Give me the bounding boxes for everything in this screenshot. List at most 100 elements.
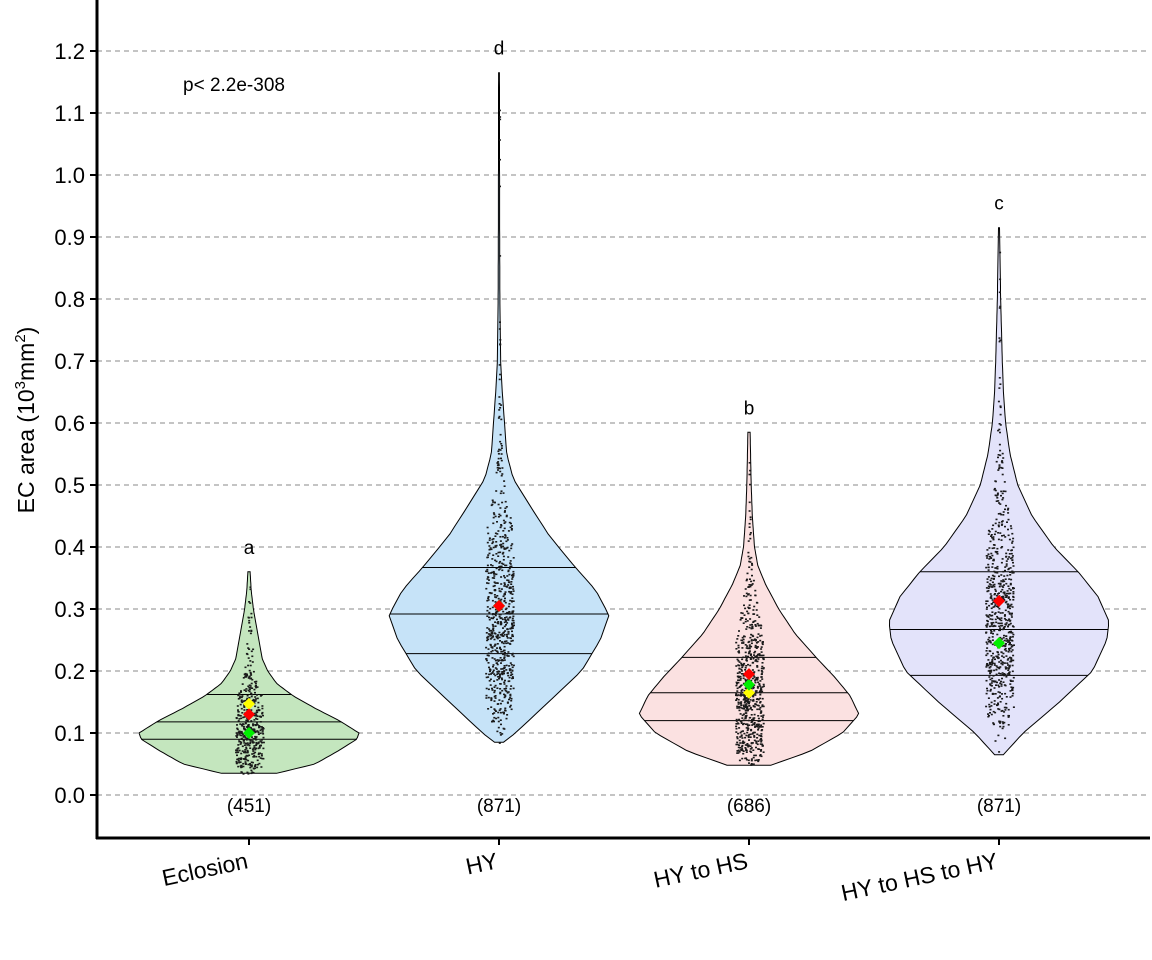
data-point [498, 675, 501, 677]
data-point [252, 738, 255, 740]
data-point [741, 714, 744, 717]
data-point [749, 699, 752, 701]
data-point [1006, 662, 1009, 664]
data-point [1007, 568, 1010, 571]
data-point [737, 679, 740, 681]
data-point [491, 599, 494, 602]
data-point [998, 466, 1001, 468]
data-point [1010, 650, 1013, 653]
data-point [494, 621, 497, 623]
data-point [992, 584, 995, 586]
data-point [245, 748, 248, 750]
data-point [485, 687, 488, 690]
data-point [247, 689, 250, 692]
data-point [1002, 457, 1005, 459]
data-point [994, 693, 997, 695]
data-point [494, 515, 497, 518]
data-point [254, 764, 257, 766]
data-point [511, 611, 514, 614]
data-point [748, 462, 751, 464]
data-point [735, 723, 738, 725]
data-point [748, 501, 751, 504]
data-point [241, 695, 244, 697]
data-point [997, 691, 1000, 693]
data-point [496, 467, 499, 469]
data-point [760, 689, 762, 691]
data-point [252, 772, 255, 774]
data-point [1005, 622, 1008, 624]
data-point [1009, 589, 1012, 591]
data-point [498, 565, 501, 568]
data-point [1000, 490, 1003, 493]
data-point [986, 606, 988, 609]
data-point [736, 705, 739, 708]
data-point [498, 636, 501, 639]
data-point [503, 480, 506, 482]
data-point [745, 647, 748, 649]
data-point [254, 691, 256, 694]
y-tick-label: 0.6 [54, 411, 85, 436]
y-axis-label-sup1: 3 [12, 381, 29, 389]
data-point [508, 680, 511, 682]
data-point [254, 682, 257, 685]
data-point [1006, 592, 1008, 595]
data-point [743, 595, 745, 597]
data-point [1000, 494, 1002, 497]
data-point [1011, 680, 1014, 682]
data-point [486, 576, 489, 578]
data-point [254, 738, 257, 741]
data-point [757, 727, 760, 729]
data-point [488, 579, 490, 581]
data-point [238, 761, 241, 764]
data-point [496, 521, 498, 523]
data-point [247, 616, 250, 619]
data-point [255, 680, 258, 683]
data-point [506, 635, 508, 638]
data-point [1010, 578, 1013, 581]
data-point [1010, 549, 1013, 552]
data-point [1012, 595, 1015, 598]
data-point [511, 578, 514, 580]
data-point [261, 712, 264, 715]
data-point [257, 701, 260, 704]
data-point [1007, 585, 1010, 587]
data-point [759, 701, 762, 703]
data-point [1005, 565, 1008, 567]
data-point [1005, 650, 1008, 652]
data-point [252, 723, 255, 726]
data-point [505, 642, 508, 645]
data-point [505, 664, 508, 667]
data-point [989, 663, 991, 665]
data-point [998, 291, 1001, 294]
data-point [759, 697, 762, 700]
data-point [485, 632, 488, 634]
violin-body [888, 227, 1110, 756]
data-point [987, 529, 990, 532]
data-point [249, 671, 252, 674]
data-point [737, 701, 740, 704]
data-point [740, 730, 743, 733]
data-point [512, 557, 515, 559]
data-point [992, 675, 995, 677]
data-point [491, 499, 494, 502]
data-point [499, 702, 502, 705]
data-point [740, 749, 743, 751]
data-point [752, 687, 755, 690]
data-point [985, 602, 988, 605]
data-point [492, 617, 495, 620]
data-point [259, 757, 262, 759]
data-point [991, 603, 994, 605]
data-point [243, 689, 246, 691]
data-point [249, 588, 252, 591]
data-point [249, 726, 252, 729]
data-point [248, 688, 251, 691]
data-point [250, 764, 253, 766]
data-point [1011, 612, 1013, 615]
data-point [261, 711, 264, 714]
data-point [1004, 692, 1007, 695]
data-point [746, 572, 749, 575]
data-point [498, 415, 501, 418]
data-point [496, 634, 499, 637]
data-point [1010, 659, 1013, 662]
data-point [248, 684, 251, 686]
